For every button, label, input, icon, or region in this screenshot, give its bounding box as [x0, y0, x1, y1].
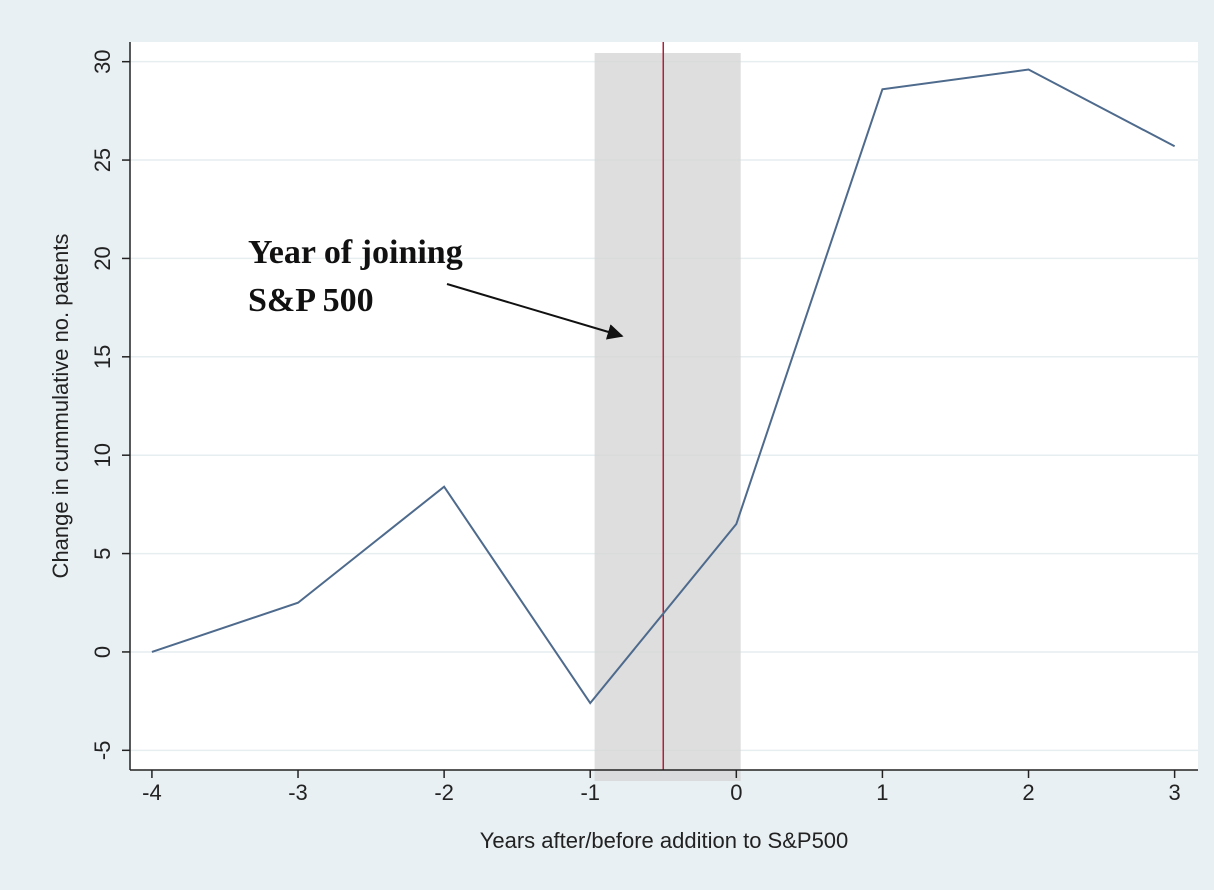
shade-band — [594, 53, 741, 781]
y-tick-label: -5 — [90, 741, 115, 761]
y-tick-label: 30 — [90, 49, 115, 73]
x-axis-label: Years after/before addition to S&P500 — [480, 828, 849, 853]
x-tick-label: 3 — [1168, 780, 1180, 805]
x-tick-label: 2 — [1022, 780, 1034, 805]
y-tick-label: 25 — [90, 148, 115, 172]
annotation-arrow — [446, 283, 624, 340]
x-tick-label: 1 — [876, 780, 888, 805]
y-tick-label: 0 — [90, 646, 115, 658]
y-tick-label: 10 — [90, 443, 115, 467]
annotation: S&P 500 — [248, 282, 374, 319]
y-tick-label: 20 — [90, 246, 115, 270]
data-line — [151, 68, 1176, 705]
y-tick-label: 15 — [90, 345, 115, 369]
y-axis-label: Change in cummulative no. patents — [48, 234, 73, 579]
x-tick-label: -3 — [288, 780, 308, 805]
x-tick-label: 0 — [730, 780, 742, 805]
y-tick-label: 5 — [90, 547, 115, 559]
x-tick-label: -2 — [434, 780, 454, 805]
annotation: Year of joining — [248, 234, 463, 271]
x-tick-label: -1 — [580, 780, 600, 805]
x-tick-label: -4 — [142, 780, 162, 805]
